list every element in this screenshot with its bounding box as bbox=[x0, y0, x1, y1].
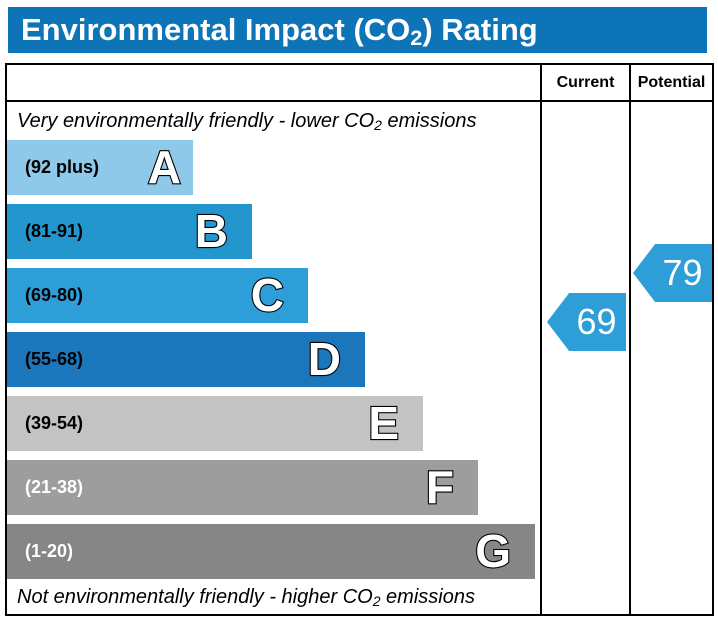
band-letter: F bbox=[425, 460, 455, 514]
band-range-label: (1-20) bbox=[25, 541, 74, 561]
current-rating-arrow: 69 bbox=[547, 293, 626, 351]
band-row-f: (21-38) F bbox=[7, 460, 478, 515]
band-row-e: (39-54) E bbox=[7, 396, 423, 451]
current-column-header: Current bbox=[556, 74, 615, 91]
band-row-d: (55-68) D bbox=[7, 332, 365, 387]
band-row-a: (92 plus) A bbox=[7, 140, 193, 195]
potential-rating-value: 79 bbox=[662, 252, 703, 293]
bottom-note: Not environmentally friendly - higher CO… bbox=[17, 586, 475, 610]
band-letter: G bbox=[474, 524, 512, 578]
header-divider bbox=[7, 100, 712, 102]
page-title: Environmental Impact (CO2) Rating bbox=[21, 12, 538, 50]
current-column-divider bbox=[540, 65, 542, 614]
band-range-label: (39-54) bbox=[25, 413, 84, 433]
band-letter: C bbox=[250, 268, 285, 322]
band-row-b: (81-91) B bbox=[7, 204, 252, 259]
band-letter: E bbox=[367, 396, 400, 450]
title-bar: Environmental Impact (CO2) Rating bbox=[8, 7, 707, 53]
rating-table: Current Potential Very environmentally f… bbox=[5, 63, 714, 616]
potential-column-header: Potential bbox=[637, 74, 706, 91]
band-row-g: (1-20) G bbox=[7, 524, 535, 579]
band-range-label: (55-68) bbox=[25, 349, 84, 369]
band-range-label: (21-38) bbox=[25, 477, 84, 497]
band-range-label: (81-91) bbox=[25, 221, 84, 241]
band-row-c: (69-80) C bbox=[7, 268, 308, 323]
potential-column-divider bbox=[629, 65, 631, 614]
band-letter: B bbox=[194, 204, 229, 258]
potential-rating-arrow: 79 bbox=[633, 244, 712, 302]
current-rating-value: 69 bbox=[576, 301, 617, 342]
top-note: Very environmentally friendly - lower CO… bbox=[17, 110, 477, 134]
band-range-label: (69-80) bbox=[25, 285, 84, 305]
band-letter: A bbox=[147, 140, 182, 194]
band-range-label: (92 plus) bbox=[25, 157, 100, 177]
band-letter: D bbox=[307, 332, 342, 386]
